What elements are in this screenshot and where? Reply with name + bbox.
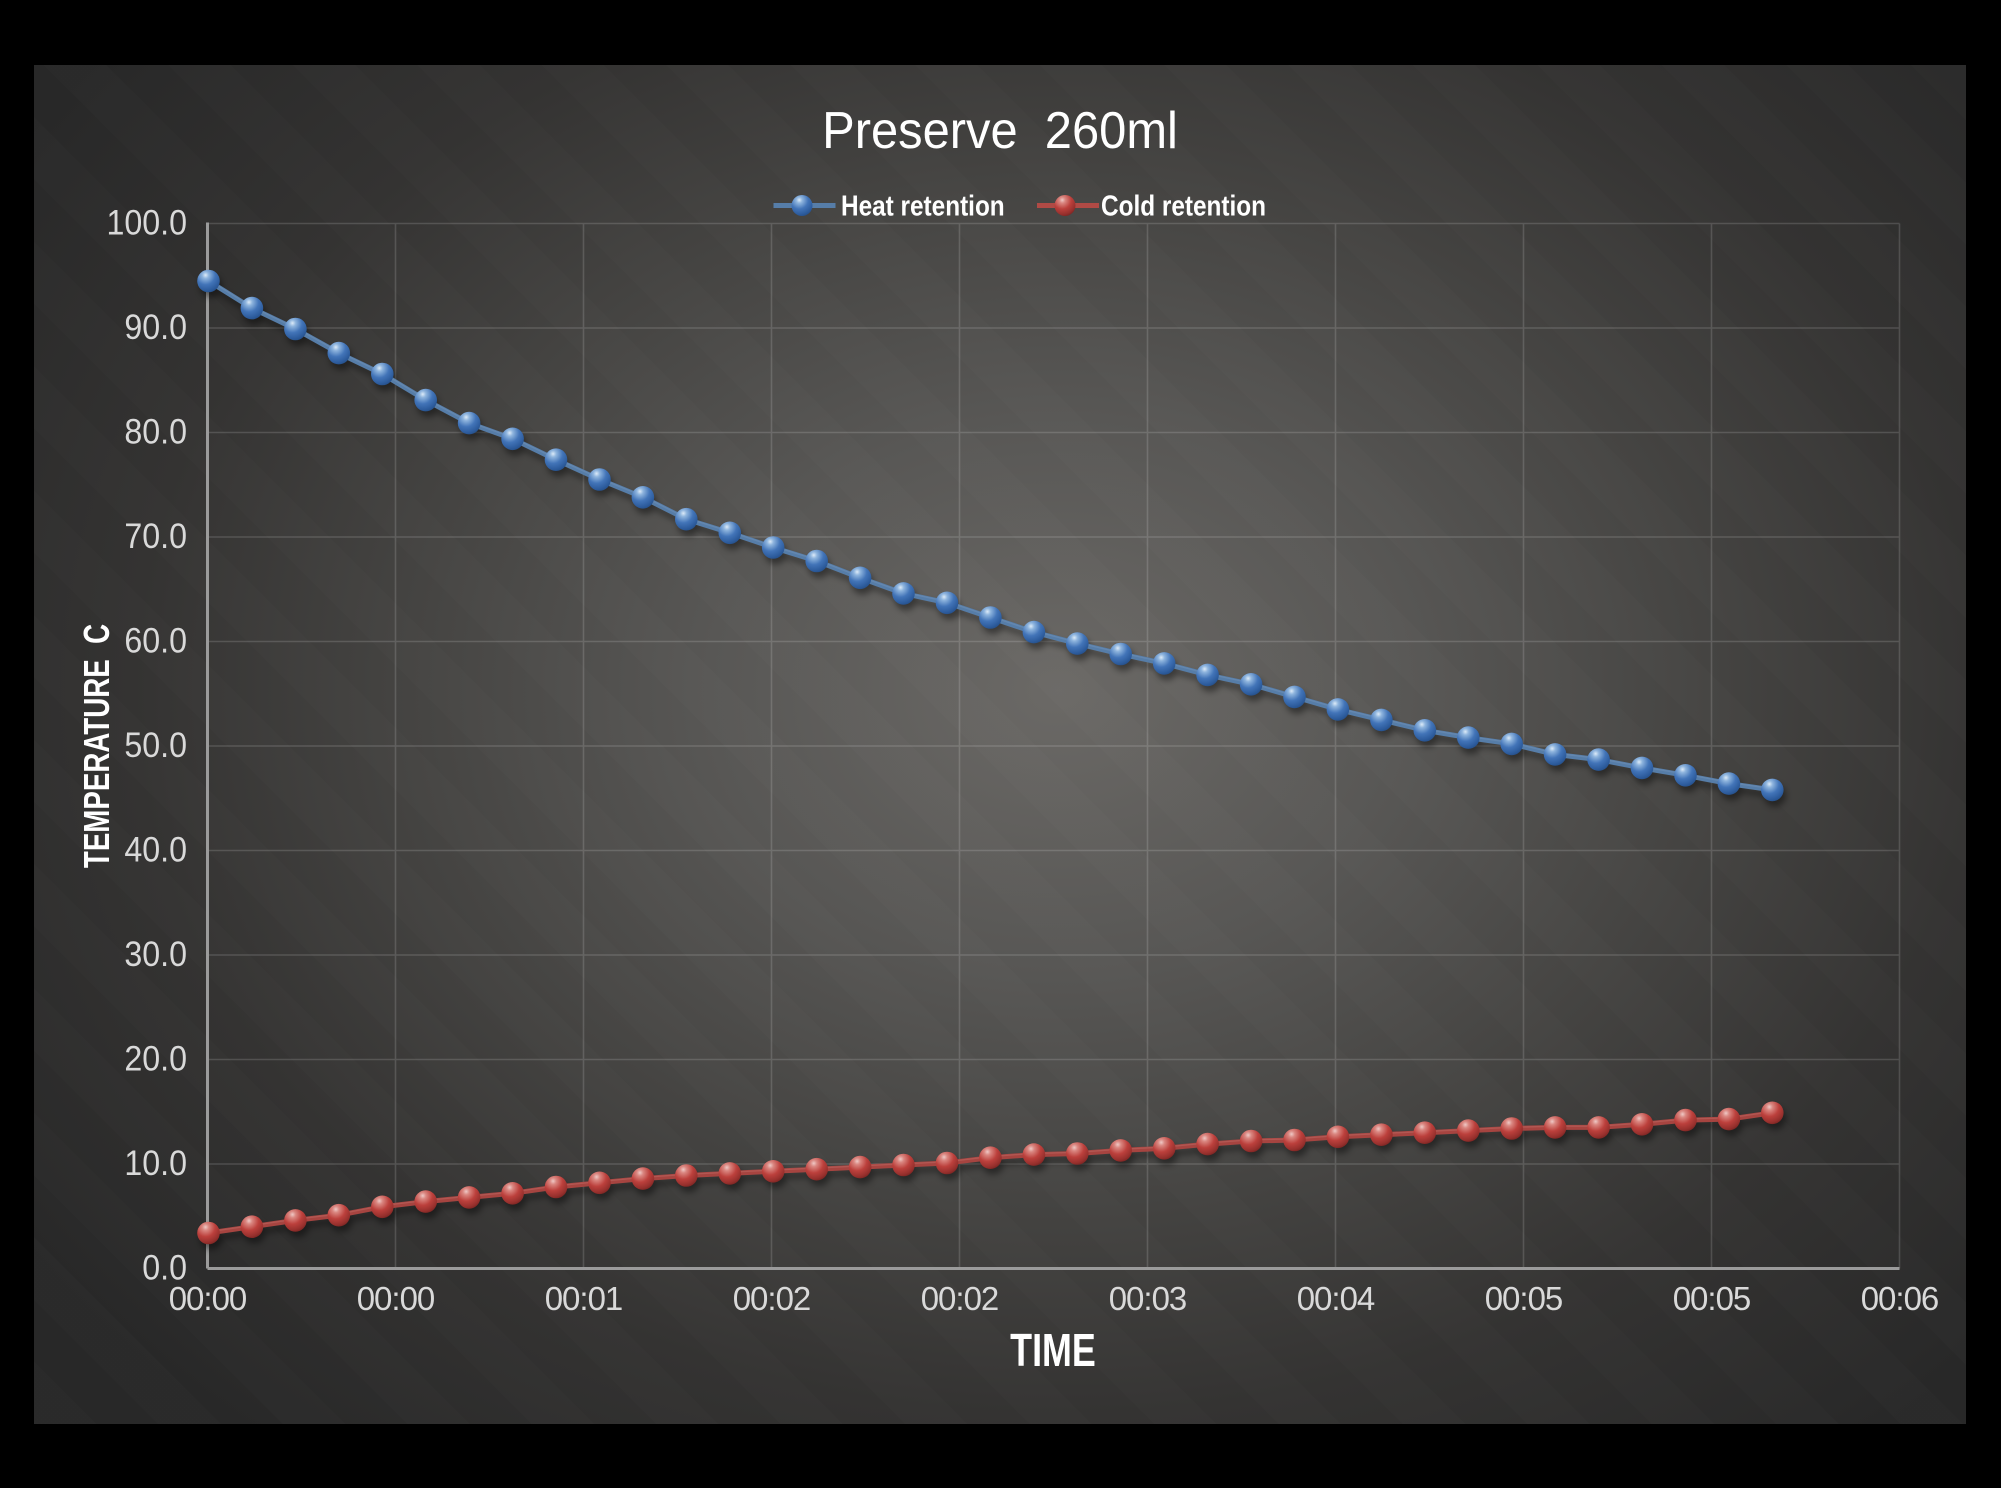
- svg-text:00:03: 00:03: [1109, 1280, 1187, 1317]
- svg-text:00:01: 00:01: [545, 1280, 623, 1317]
- svg-text:00:05: 00:05: [1485, 1280, 1563, 1317]
- svg-text:TIME: TIME: [1010, 1325, 1096, 1376]
- svg-text:70.0: 70.0: [124, 518, 187, 557]
- svg-text:40.0: 40.0: [124, 831, 187, 870]
- svg-text:00:00: 00:00: [357, 1280, 435, 1317]
- svg-text:00:04: 00:04: [1297, 1280, 1375, 1317]
- svg-text:30.0: 30.0: [124, 936, 187, 975]
- svg-text:00:05: 00:05: [1673, 1280, 1751, 1317]
- svg-text:20.0: 20.0: [124, 1040, 187, 1079]
- svg-text:Preserve 260ml: Preserve 260ml: [822, 101, 1178, 160]
- svg-text:00:00: 00:00: [169, 1280, 247, 1317]
- svg-text:TEMPERATURE C: TEMPERATURE C: [77, 624, 117, 868]
- svg-text:60.0: 60.0: [124, 622, 187, 661]
- svg-text:00:06: 00:06: [1861, 1280, 1939, 1317]
- svg-text:90.0: 90.0: [124, 309, 187, 348]
- svg-text:00:02: 00:02: [921, 1280, 999, 1317]
- svg-text:50.0: 50.0: [124, 727, 187, 766]
- svg-text:10.0: 10.0: [124, 1145, 187, 1184]
- svg-text:80.0: 80.0: [124, 413, 187, 452]
- svg-text:Cold retention: Cold retention: [1101, 190, 1266, 222]
- svg-text:Heat retention: Heat retention: [841, 190, 1005, 222]
- svg-text:100.0: 100.0: [106, 204, 187, 243]
- svg-text:0.0: 0.0: [142, 1249, 187, 1288]
- svg-text:00:02: 00:02: [733, 1280, 811, 1317]
